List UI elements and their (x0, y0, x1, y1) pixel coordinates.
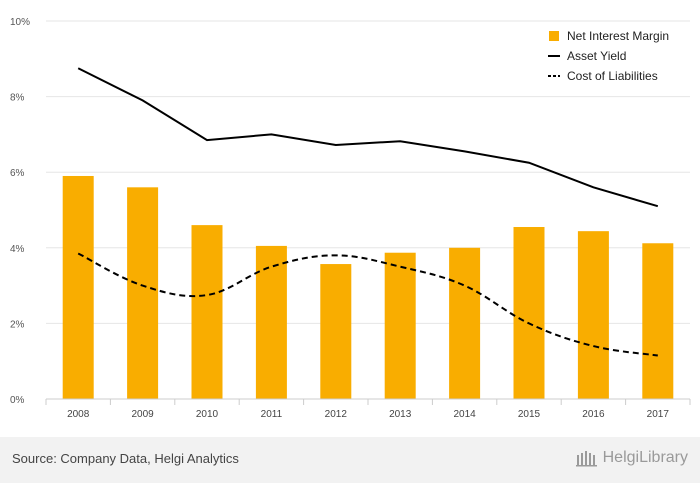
y-tick-label: 2% (10, 319, 25, 330)
bar-2012 (320, 264, 352, 399)
x-tick-label: 2016 (582, 409, 605, 420)
library-logo-icon (575, 451, 597, 467)
x-tick-label: 2008 (67, 409, 90, 420)
y-tick-label: 0% (10, 395, 25, 406)
x-tick-label: 2011 (261, 409, 283, 420)
x-tick-label: 2013 (389, 409, 412, 420)
footer: Source: Company Data, Helgi Analytics He… (0, 437, 700, 483)
bar-2014 (449, 247, 481, 399)
y-axis: 0% 2% 4% 6% 8% 10% (10, 17, 30, 406)
y-tick-label: 6% (10, 168, 25, 179)
x-tick-label: 2009 (131, 409, 154, 420)
bar-2009 (127, 187, 159, 399)
x-tick-label: 2017 (647, 409, 670, 420)
chart: 0%2%4%6%8%10% 2008 2009 2010 2011 2012 2013 20… (10, 17, 691, 420)
bar-series (62, 175, 674, 399)
y-tick-label: 10% (10, 17, 30, 28)
brand: HelgiLibrary (575, 449, 688, 467)
x-tick-label: 2014 (453, 409, 476, 420)
bar-2013 (384, 252, 416, 399)
bar-2017 (642, 243, 674, 399)
bar-2011 (255, 245, 287, 399)
y-tick-label: 8% (10, 93, 25, 104)
x-tick-label: 2015 (518, 409, 541, 420)
bar-2015 (513, 227, 545, 399)
legend-swatch (549, 31, 559, 41)
source-note: Source: Company Data, Helgi Analytics (12, 451, 239, 466)
bar-2010 (191, 225, 223, 399)
legend-label: Net Interest Margin (567, 29, 669, 43)
y-tick-label: 4% (10, 244, 25, 255)
x-tick-label: 2012 (325, 409, 348, 420)
line-cost-of-liabilities (77, 252, 658, 357)
x-axis: 2008 2009 2010 2011 2012 2013 2014 2015 2016 2017 (45, 398, 691, 420)
legend-label: Asset Yield (567, 49, 626, 63)
legend-label: Cost of Liabilities (567, 69, 658, 83)
brand-name: HelgiLibrary (602, 449, 688, 466)
line-series (77, 67, 659, 357)
bar-2016 (577, 231, 609, 399)
line-asset-yield (77, 67, 659, 208)
legend: Net Interest Margin Asset Yield Cost of Li… (548, 29, 669, 83)
x-tick-label: 2010 (196, 409, 219, 420)
bar-2008 (62, 175, 94, 399)
